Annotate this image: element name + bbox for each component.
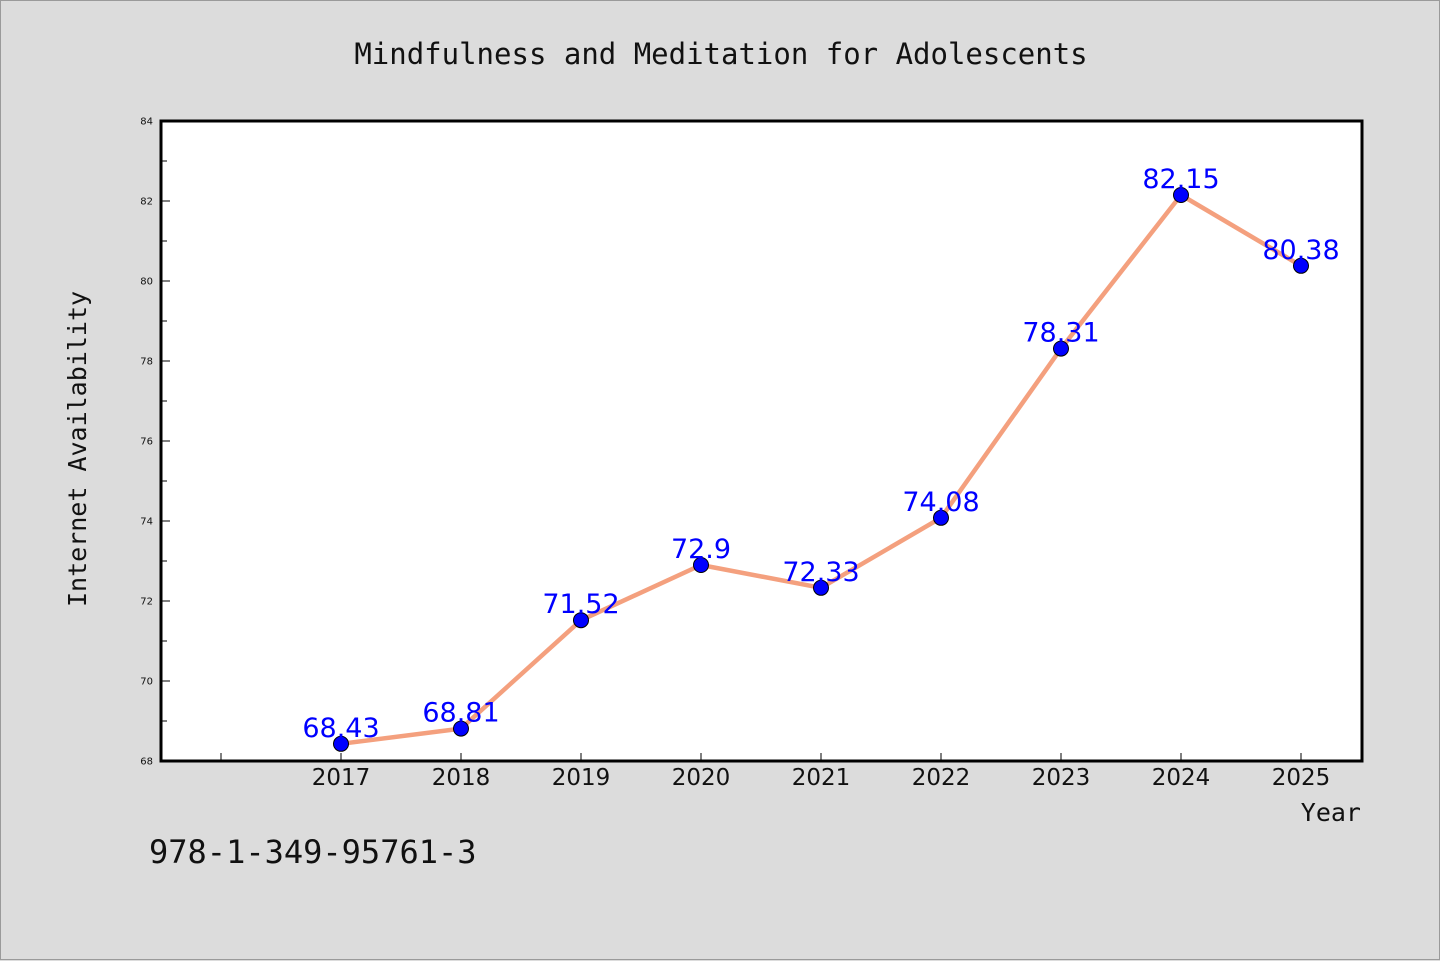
x-tick-label: 2017 (312, 765, 371, 791)
data-labels: 68.43 68.81 71.52 72.9 72.33 74.08 78.31 82.15 8… (302, 164, 1339, 744)
x-tick-label: 2019 (552, 765, 611, 791)
data-point (1293, 257, 1309, 274)
data-label: 82.15 (1142, 164, 1219, 195)
x-tick-label: 2020 (672, 765, 731, 791)
x-tick-label: 2024 (1152, 765, 1211, 791)
data-label: 80.38 (1262, 235, 1339, 266)
data-label: 71.52 (542, 589, 619, 620)
data-point (333, 735, 349, 752)
y-tick-label: 80 (140, 277, 153, 288)
data-label: 78.31 (1022, 318, 1099, 349)
x-tick-label: 2025 (1272, 765, 1331, 791)
data-label: 72.33 (782, 557, 859, 588)
data-label: 74.08 (902, 487, 979, 518)
x-tick-label: 2018 (432, 765, 491, 791)
y-tick-label: 74 (140, 517, 153, 528)
data-point (1173, 187, 1189, 203)
data-label: 68.81 (422, 698, 499, 729)
series-markers (333, 187, 1309, 752)
data-point (573, 612, 589, 629)
x-axis: 2017 2018 2019 2020 2021 2022 2023 2024 2025 (220, 753, 1331, 791)
plot-area (159, 119, 1364, 763)
x-tick-label: 2021 (792, 765, 851, 791)
y-axis-label: Internet Availability (63, 291, 92, 607)
data-label: 68.43 (302, 713, 379, 744)
data-label: 72.9 (671, 534, 731, 565)
x-tick-label: 2022 (912, 765, 971, 791)
y-tick-label: 78 (140, 357, 153, 368)
data-point (1053, 340, 1069, 357)
y-tick-label: 82 (140, 197, 153, 208)
chart-title: Mindfulness and Meditation for Adolescen… (354, 37, 1087, 71)
data-point (813, 579, 829, 596)
data-point (933, 509, 949, 526)
y-tick-label: 72 (140, 597, 153, 608)
data-point (693, 557, 709, 573)
y-tick-label: 68 (140, 757, 153, 768)
y-tick-label: 70 (140, 677, 153, 688)
y-axis: 68 70 72 74 76 78 80 82 84 (140, 117, 170, 768)
y-tick-label: 76 (140, 437, 153, 448)
x-tick-label: 2023 (1032, 765, 1091, 791)
x-axis-label: Year (1301, 798, 1361, 827)
y-tick-label: 84 (140, 117, 153, 128)
data-point (453, 720, 469, 737)
isbn-text: 978-1-349-95761-3 (149, 833, 477, 871)
